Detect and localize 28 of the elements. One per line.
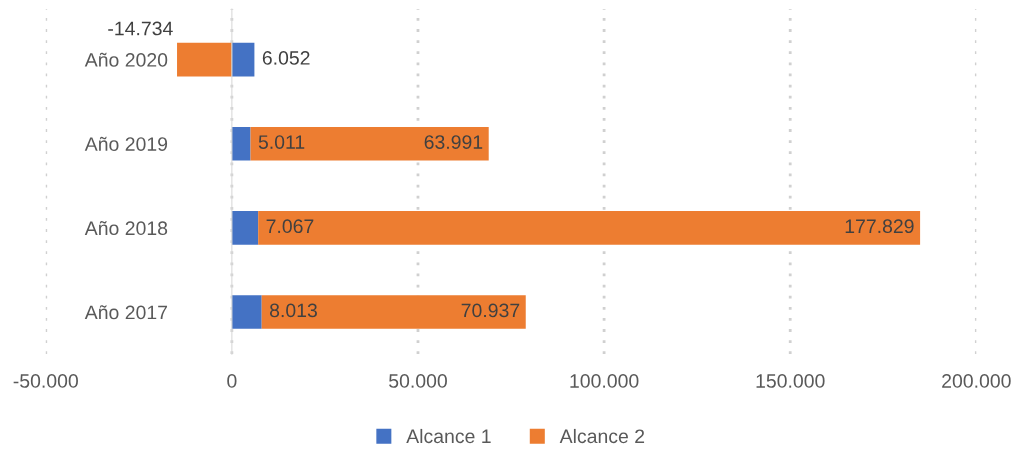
bar	[231, 42, 255, 77]
x-tick-label: 50.000	[389, 374, 447, 388]
x-tick-label: 200.000	[942, 374, 1011, 388]
bar	[231, 295, 262, 329]
data-label: 6.052	[262, 51, 310, 65]
legend-label: Alcance 2	[559, 428, 645, 444]
bar	[250, 126, 489, 161]
x-tick-label: 150.000	[756, 374, 825, 388]
x-tick-label: -50.000	[13, 374, 78, 388]
y-tick-label: Año 2020	[84, 52, 168, 67]
x-tick-label: 100.000	[570, 374, 639, 388]
data-label: -14.734	[108, 21, 173, 36]
y-tick-label: Año 2018	[84, 220, 168, 236]
data-label: 5.011	[258, 135, 305, 149]
y-tick-label: Año 2017	[84, 305, 168, 320]
y-tick-label: Año 2019	[84, 136, 168, 151]
data-label: 63.991	[424, 135, 483, 149]
data-label: 8.013	[269, 303, 317, 318]
legend-label: Alcance 1	[406, 428, 491, 444]
bar	[231, 126, 251, 161]
data-label: 70.937	[461, 303, 520, 318]
bar	[231, 211, 259, 245]
bar	[258, 211, 921, 245]
bar	[177, 42, 232, 77]
data-label: 7.067	[266, 219, 314, 234]
bar	[261, 295, 526, 329]
data-label: 177.829	[845, 219, 914, 234]
x-tick-label: 0	[227, 374, 237, 388]
